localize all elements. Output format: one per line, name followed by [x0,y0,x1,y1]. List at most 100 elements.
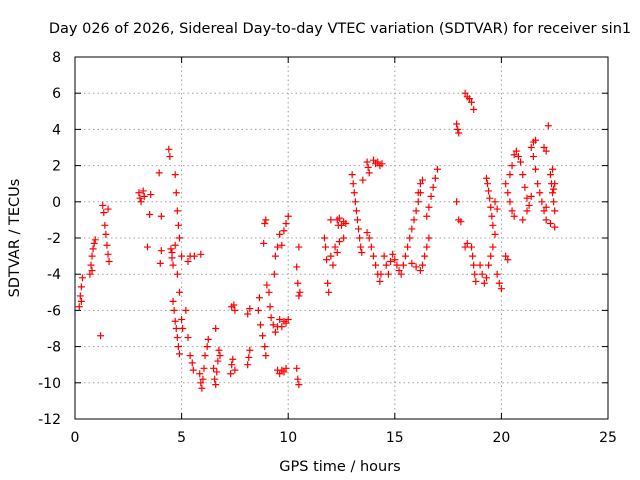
data-point [412,263,420,271]
data-point [365,234,373,242]
data-point [416,180,424,188]
data-points [75,89,559,392]
data-point [352,207,360,215]
data-point [255,294,263,302]
data-point [519,216,527,224]
data-point [140,192,148,200]
data-point [246,346,254,354]
data-point [489,243,497,251]
data-point [254,306,262,314]
data-point [174,343,182,351]
data-point [495,279,503,287]
data-point [414,198,422,206]
data-point [364,163,372,171]
data-point [546,220,554,228]
data-point [97,332,105,340]
data-point [489,221,497,229]
x-tick-label: 0 [71,430,80,446]
data-point [276,230,284,238]
data-point [103,241,111,249]
data-point [278,323,286,331]
data-point [230,301,238,309]
data-point [271,252,279,260]
data-point [472,277,480,285]
data-point [179,325,187,332]
data-point [276,370,284,378]
data-point [491,230,499,238]
data-point [213,368,221,376]
data-point [178,252,186,260]
data-point [210,364,218,372]
data-point [369,252,377,260]
data-point [100,209,108,217]
data-point [157,212,165,220]
data-point [188,359,196,367]
y-tick-label: 0 [52,195,61,211]
data-point [260,239,268,247]
data-point [227,370,235,378]
data-point [89,245,97,253]
data-point [197,250,205,258]
data-point [353,216,361,224]
data-point [261,343,269,351]
data-point [356,234,364,242]
data-point [171,317,179,325]
data-point [77,297,85,305]
data-point [378,160,386,168]
data-point [203,343,211,351]
data-point [504,256,512,264]
data-point [173,334,181,342]
data-point [514,153,522,161]
data-point [143,243,151,251]
data-point [421,252,429,260]
data-point [504,189,512,197]
data-point [325,288,333,296]
x-tick-label: 25 [599,430,617,446]
data-point [137,198,145,206]
data-point [329,261,337,269]
data-point [171,171,179,179]
data-point [455,129,463,137]
data-point [377,270,385,278]
data-point [487,203,495,211]
data-point [350,189,358,197]
data-point [261,220,269,228]
data-point [165,145,173,153]
data-point [101,221,109,229]
data-point [423,212,431,220]
data-point [172,189,180,197]
data-point [333,248,341,256]
data-point [357,243,365,251]
data-point [170,306,178,314]
data-point [87,261,95,269]
data-point [90,239,98,247]
data-point [425,203,433,211]
data-point [262,216,270,224]
y-tick-label: 2 [52,159,61,175]
data-point [105,258,113,266]
data-point [76,292,84,300]
data-point [363,158,371,166]
data-point [184,334,192,342]
data-point [544,122,552,130]
data-point [262,352,270,360]
data-point [173,270,181,278]
data-point [256,321,264,329]
y-tick-label: 8 [52,50,61,66]
data-point [282,220,290,228]
data-point [431,174,439,182]
y-axis-label: SDTVAR / TECUs [7,179,23,298]
data-point [244,310,252,318]
y-tick-label: -8 [47,340,61,356]
data-point [453,120,461,128]
data-point [216,352,224,360]
data-point [338,221,345,229]
data-point [506,198,514,206]
y-tick-label: -10 [38,376,61,392]
chart-title: Day 026 of 2026, Sidereal Day-to-day VTE… [49,21,631,37]
data-point [211,375,219,383]
data-point [549,165,557,173]
data-point [274,243,282,251]
data-point [284,315,292,323]
data-point [454,125,462,133]
